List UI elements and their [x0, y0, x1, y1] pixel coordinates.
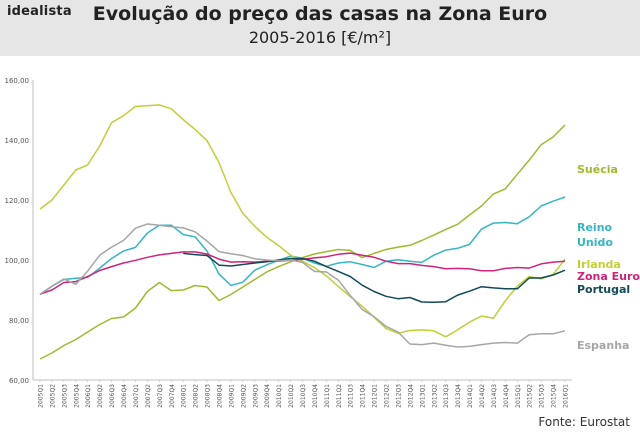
series-label-zona-euro: Zona Euro	[577, 270, 640, 283]
x-tick-label: 2016Q1	[563, 384, 570, 408]
x-tick-label: 2012Q1	[372, 384, 379, 408]
x-tick-label: 2010Q3	[300, 384, 307, 408]
y-tick-label: 60,00	[9, 377, 29, 385]
x-tick-label: 2013Q1	[419, 384, 426, 408]
x-tick-label: 2013Q2	[431, 384, 438, 408]
chart-subtitle: 2005-2016 [€/m²]	[248, 28, 392, 47]
x-tick-label: 2015Q4	[551, 384, 558, 408]
x-tick-label: 2014Q4	[503, 384, 510, 408]
x-tick-label: 2013Q3	[443, 384, 450, 408]
x-tick-label: 2015Q1	[515, 384, 522, 408]
line-chart: 60,00 80,00 100,00 120,00 140,00 160,00 2005Q1…	[5, 77, 640, 408]
source-note: Fonte: Eurostat	[538, 415, 630, 429]
x-tick-label: 2008Q1	[181, 384, 188, 408]
y-tick-label: 80,00	[9, 317, 29, 325]
x-tick-label: 2008Q2	[193, 384, 200, 408]
x-tick-label: 2008Q4	[216, 384, 223, 408]
series-label-suecia: Suécia	[577, 163, 618, 176]
x-tick-label: 2011Q2	[336, 384, 343, 408]
x-tick-label: 2007Q3	[157, 384, 164, 408]
x-tick-label: 2009Q4	[264, 384, 271, 408]
x-tick-label: 2010Q2	[288, 384, 295, 408]
x-tick-label: 2009Q1	[228, 384, 235, 408]
x-tick-label: 2011Q4	[360, 384, 367, 408]
series-label-espanha: Espanha	[577, 339, 629, 352]
x-tick-label: 2010Q1	[276, 384, 283, 408]
series-line-suecia	[39, 124, 566, 360]
x-tick-label: 2006Q2	[97, 384, 104, 408]
x-tick-label: 2015Q3	[539, 384, 546, 408]
y-tick-label: 100,00	[5, 257, 30, 265]
x-tick-label: 2012Q3	[395, 384, 402, 408]
series-label-reino-unido: Reino	[577, 221, 613, 234]
x-tick-label: 2005Q4	[73, 384, 80, 408]
series-line-zona-euro	[39, 251, 566, 295]
series-line-irlanda	[39, 104, 566, 338]
x-tick-label: 2011Q3	[348, 384, 355, 408]
x-tick-label: 2009Q3	[252, 384, 259, 408]
x-tick-label: 2009Q2	[240, 384, 247, 408]
series-label-reino-unido: Unido	[577, 236, 613, 249]
brand-logo: idealista	[7, 4, 72, 19]
x-tick-label: 2012Q4	[407, 384, 414, 408]
x-tick-label: 2005Q3	[61, 384, 68, 408]
x-tick-label: 2012Q2	[384, 384, 391, 408]
x-tick-label: 2006Q3	[109, 384, 116, 408]
x-tick-label: 2006Q1	[85, 384, 92, 408]
x-tick-label: 2014Q1	[467, 384, 474, 408]
x-tick-label: 2007Q2	[145, 384, 152, 408]
header-band: idealista Evolução do preço das casas na…	[0, 0, 640, 56]
x-tick-label: 2005Q1	[38, 384, 45, 408]
series-line-espanha	[39, 223, 566, 348]
series-label-portugal: Portugal	[577, 283, 630, 296]
series-label-irlanda: Irlanda	[577, 258, 621, 271]
x-tick-label: 2013Q4	[455, 384, 462, 408]
x-tick-label: 2014Q2	[479, 384, 486, 408]
x-tick-label: 2006Q4	[121, 384, 128, 408]
x-tick-label: 2007Q4	[169, 384, 176, 408]
y-tick-label: 160,00	[5, 77, 30, 85]
series-line-portugal	[183, 252, 566, 304]
x-tick-label: 2014Q3	[491, 384, 498, 408]
x-tick-label: 2011Q1	[324, 384, 331, 408]
x-tick-label: 2005Q2	[49, 384, 56, 408]
series-line-reino-unido	[39, 196, 566, 296]
x-tick-label: 2010Q4	[312, 384, 319, 408]
x-tick-label: 2008Q3	[205, 384, 212, 408]
chart-title: Evolução do preço das casas na Zona Euro	[92, 3, 548, 25]
x-tick-label: 2015Q2	[527, 384, 534, 408]
y-tick-label: 120,00	[5, 197, 30, 205]
y-tick-label: 140,00	[5, 137, 30, 145]
x-tick-label: 2007Q1	[133, 384, 140, 408]
